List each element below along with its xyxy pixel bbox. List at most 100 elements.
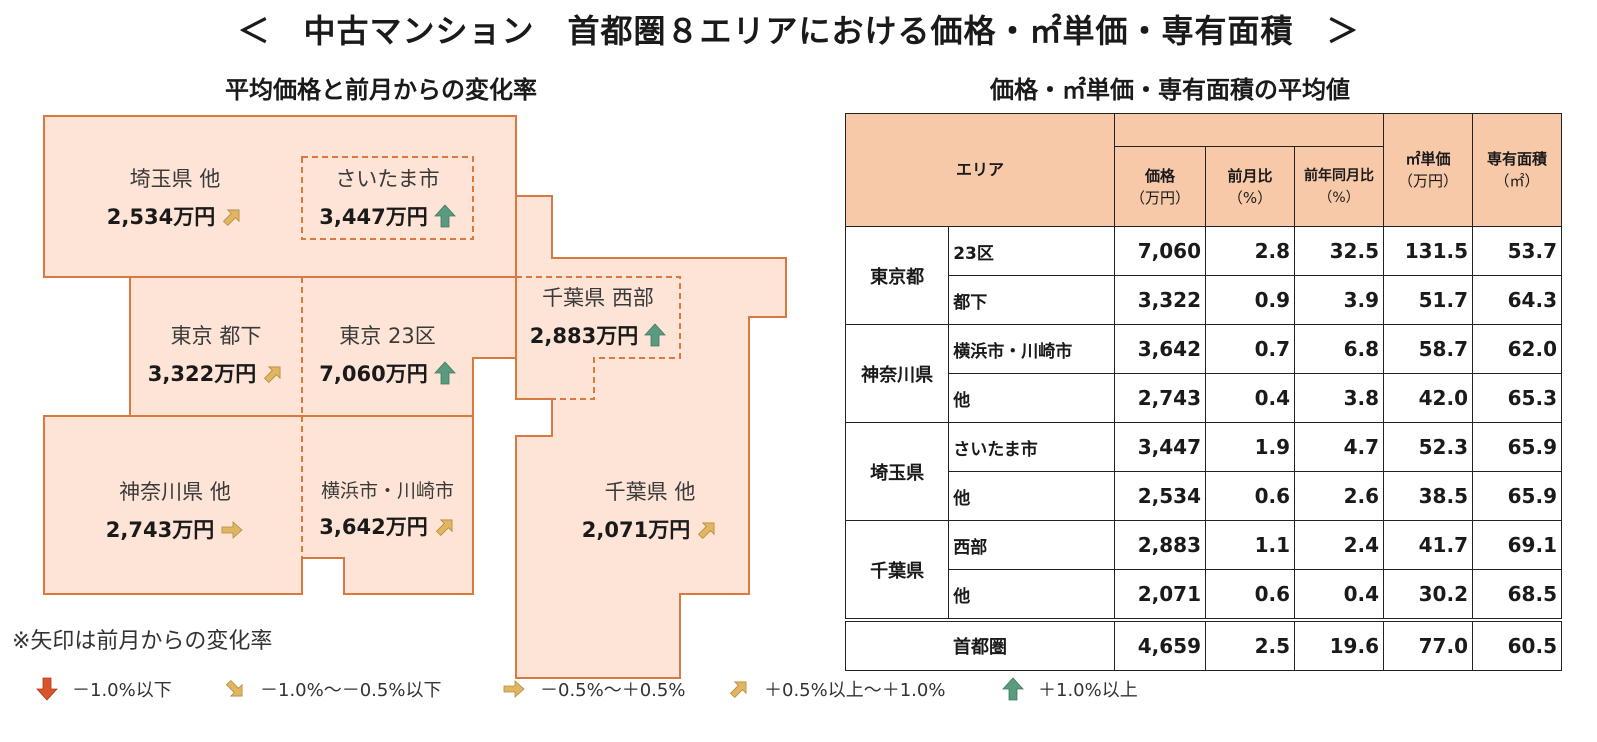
price-table: エリア ㎡単価 （万円） 専有面積 （㎡） 価格 （万円） 前月比 （%） 前年同月比（… — [844, 112, 1562, 671]
region-price-tokyo-toka: 3,322万円 — [130, 358, 302, 388]
price-cell: 2,743 — [1114, 373, 1206, 423]
region-name-yokohama-kawasaki: 横浜市・川崎市 — [320, 480, 454, 502]
arrow-up-icon — [644, 323, 667, 347]
region-name-chiba-west: 千葉県 西部 — [542, 286, 654, 310]
price-cell: 3,322 — [1114, 275, 1206, 325]
region-shape-chiba — [515, 195, 787, 679]
region-price-kanagawa-other: 2,743万円 — [70, 514, 280, 544]
price-cell: 3,447 — [1114, 422, 1206, 472]
pref-cell: 千葉県 — [844, 520, 950, 621]
arrow-up-icon — [433, 361, 456, 385]
arrow-up-icon — [1002, 677, 1024, 701]
yoy-cell: 2.6 — [1294, 471, 1384, 521]
mom-cell: 2.5 — [1205, 618, 1295, 671]
yoy-cell: 4.7 — [1294, 422, 1384, 472]
table-row: 他 2,071 0.6 0.4 30.2 68.5 — [846, 569, 1562, 621]
arrow-up-right-icon — [223, 209, 240, 227]
size-cell: 65.9 — [1472, 422, 1562, 472]
size-cell: 64.3 — [1472, 275, 1562, 325]
legend-item-down-right: －1.0%～－0.5%以下 — [224, 676, 441, 702]
total-area-cell: 首都圏 — [845, 618, 1115, 671]
table-header-row: エリア ㎡単価 （万円） 専有面積 （㎡） — [845, 112, 1562, 227]
map-subtitle: 平均価格と前月からの変化率 — [225, 76, 537, 104]
yoy-cell: 2.4 — [1294, 520, 1384, 570]
size-cell: 60.5 — [1472, 618, 1562, 671]
header-yoy: 前年同月比 （%） — [1294, 146, 1384, 227]
unit-cell: 52.3 — [1383, 422, 1473, 472]
table-row: 東京都 23区 7,060 2.8 32.5 131.5 53.7 — [844, 226, 1562, 325]
arrow-up-icon — [433, 204, 456, 228]
mom-cell: 0.7 — [1205, 324, 1295, 374]
arrow-up-right-icon — [264, 366, 281, 384]
mom-cell: 0.9 — [1205, 275, 1295, 325]
yoy-cell: 0.4 — [1294, 569, 1384, 621]
unit-cell: 42.0 — [1383, 373, 1473, 423]
region-price-chiba-other: 2,071万円 — [552, 514, 748, 544]
region-price-chiba-west: 2,883万円 — [516, 320, 680, 350]
header-blank — [1114, 112, 1384, 148]
price-cell: 4,659 — [1114, 618, 1206, 671]
area-cell: 都下 — [948, 275, 1115, 325]
unit-cell: 41.7 — [1383, 520, 1473, 570]
yoy-cell: 3.9 — [1294, 275, 1384, 325]
legend-item-up: ＋1.0%以上 — [1002, 676, 1138, 702]
table-row: 都下 3,322 0.9 3.9 51.7 64.3 — [846, 275, 1562, 325]
legend-item-right: －0.5%～＋0.5% — [502, 676, 685, 702]
yoy-cell: 32.5 — [1294, 226, 1384, 276]
size-cell: 62.0 — [1472, 324, 1562, 374]
legend-item-up-right: ＋0.5%以上～＋1.0% — [728, 676, 945, 702]
price-cell: 3,642 — [1114, 324, 1206, 374]
arrow-right-icon — [503, 680, 525, 698]
region-shape-kanagawa — [43, 415, 474, 595]
unit-cell: 131.5 — [1383, 226, 1473, 276]
region-name-kanagawa-other: 神奈川県 他 — [119, 480, 231, 504]
size-cell: 65.9 — [1472, 471, 1562, 521]
arrow-up-right-icon — [435, 519, 453, 537]
arrow-down-right-icon — [225, 679, 243, 697]
unit-cell: 58.7 — [1383, 324, 1473, 374]
saitama-city-border — [301, 156, 474, 240]
mom-cell: 0.6 — [1205, 471, 1295, 521]
size-cell: 65.3 — [1472, 373, 1562, 423]
table-row: 神奈川県 横浜市・川崎市 3,642 0.7 6.8 58.7 62.0 — [844, 324, 1562, 423]
mom-cell: 0.6 — [1205, 569, 1295, 621]
mom-cell: 1.9 — [1205, 422, 1295, 472]
arrow-up-right-icon — [698, 522, 715, 540]
area-cell: 横浜市・川崎市 — [948, 324, 1115, 374]
area-cell: 他 — [948, 471, 1115, 521]
table-row: 他 2,743 0.4 3.8 42.0 65.3 — [846, 373, 1562, 423]
mom-cell: 0.4 — [1205, 373, 1295, 423]
region-name-chiba-other: 千葉県 他 — [604, 480, 696, 504]
arrow-right-icon — [221, 521, 243, 539]
arrow-up-right-icon — [729, 681, 747, 699]
table-total-row: 首都圏 4,659 2.5 19.6 77.0 60.5 — [845, 618, 1562, 671]
header-unit: ㎡単価 （万円） — [1383, 113, 1473, 227]
arrow-down-icon — [36, 677, 58, 701]
unit-cell: 51.7 — [1383, 275, 1473, 325]
mom-cell: 2.8 — [1205, 226, 1295, 276]
yoy-cell: 3.8 — [1294, 373, 1384, 423]
region-price-yokohama-kawasaki: 3,642万円 — [302, 511, 473, 541]
legend-item-down: －1.0%以下 — [36, 676, 172, 702]
region-name-tokyo-toka: 東京 都下 — [170, 324, 262, 348]
table-row: 他 2,534 0.6 2.6 38.5 65.9 — [846, 471, 1562, 521]
region-name-saitama-city: さいたま市 — [335, 167, 440, 191]
area-cell: 23区 — [948, 226, 1115, 276]
region-name-saitama-other: 埼玉県 他 — [129, 167, 221, 191]
page-title: ＜ 中古マンション 首都圏８エリアにおける価格・㎡単価・専有面積 ＞ — [237, 12, 1360, 50]
region-price-saitama-city: 3,447万円 — [302, 201, 473, 231]
chiba-west-border — [516, 276, 681, 400]
unit-cell: 30.2 — [1383, 569, 1473, 621]
area-cell: 西部 — [948, 520, 1115, 570]
region-price-saitama-other: 2,534万円 — [70, 201, 280, 231]
price-cell: 2,883 — [1114, 520, 1206, 570]
table-row: 埼玉県 さいたま市 3,447 1.9 4.7 52.3 65.9 — [844, 422, 1562, 521]
pref-cell: 埼玉県 — [844, 422, 950, 521]
table-row: 千葉県 西部 2,883 1.1 2.4 41.7 69.1 — [844, 520, 1562, 621]
pref-cell: 神奈川県 — [844, 324, 950, 423]
header-price: 価格 （万円） — [1114, 146, 1206, 227]
unit-cell: 77.0 — [1383, 618, 1473, 671]
size-cell: 53.7 — [1472, 226, 1562, 276]
header-mom: 前月比 （%） — [1205, 146, 1295, 227]
